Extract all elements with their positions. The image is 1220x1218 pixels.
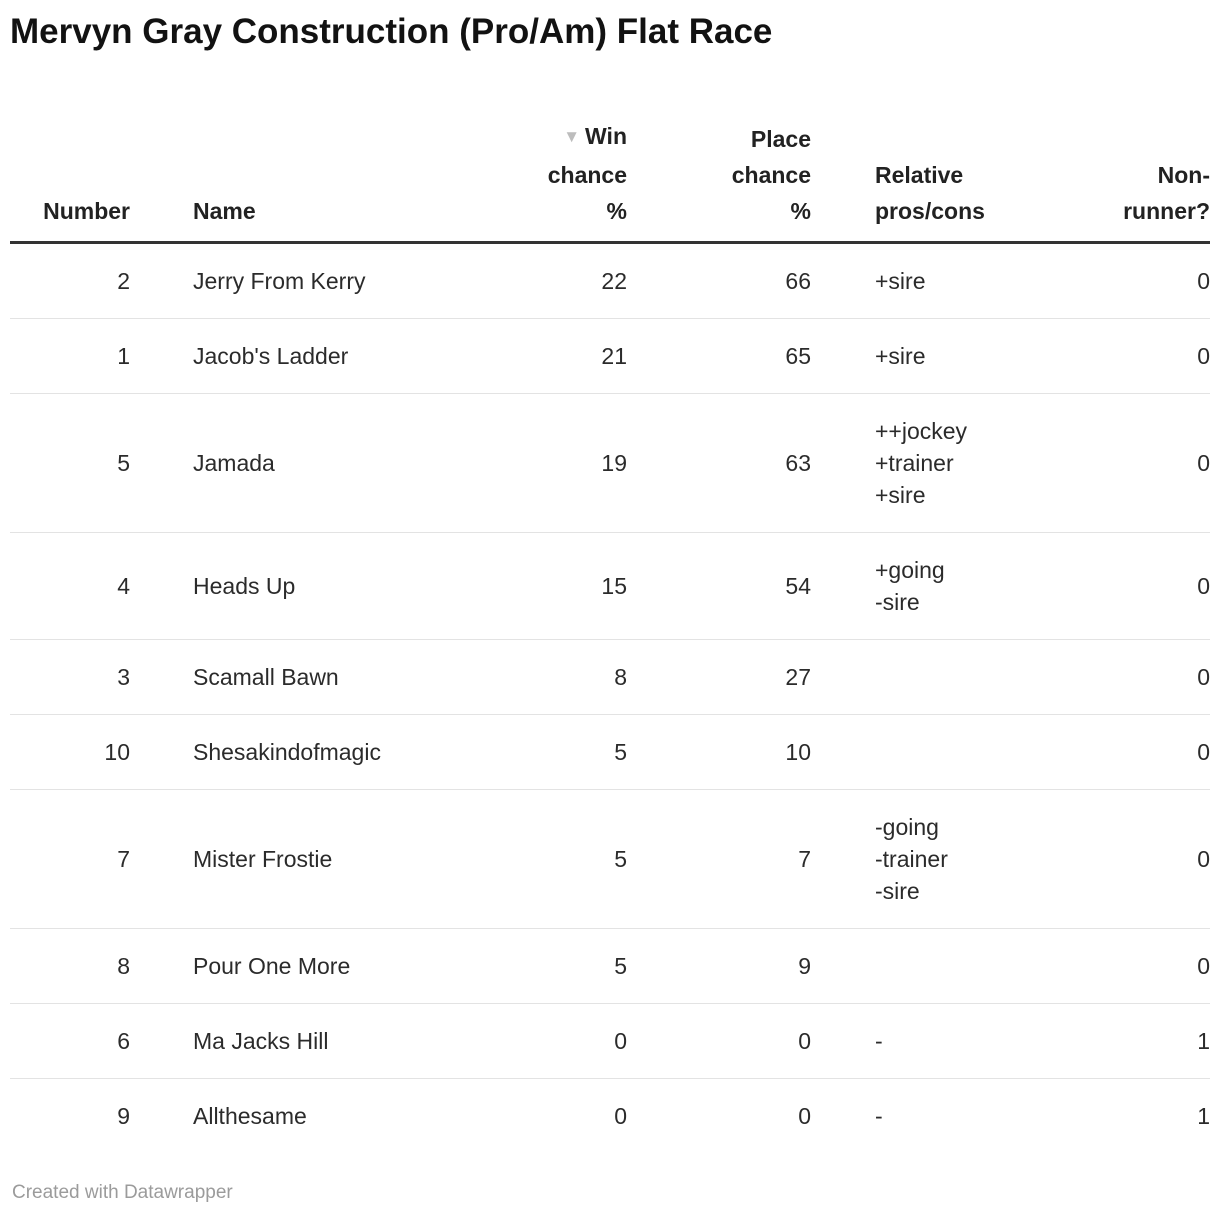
cell-win-chance: 5 xyxy=(490,714,627,790)
cell-number: 2 xyxy=(117,268,130,294)
cell-pros-cons xyxy=(811,639,1075,715)
table-row: 8 Pour One More 5 9 0 xyxy=(10,928,1210,1004)
cell-name: Heads Up xyxy=(130,532,490,640)
column-header-number[interactable]: Number xyxy=(10,54,130,244)
cell-win-chance: 5 xyxy=(490,928,627,1004)
cell-non-runner: 0 xyxy=(1075,318,1210,394)
table-row: 4 Heads Up 15 54 +going -sire 0 xyxy=(10,532,1210,640)
cell-pros-cons: ++jockey +trainer +sire xyxy=(811,393,1075,533)
page-title: Mervyn Gray Construction (Pro/Am) Flat R… xyxy=(10,12,773,51)
cell-name: Shesakindofmagic xyxy=(130,714,490,790)
cell-name: Ma Jacks Hill xyxy=(130,1003,490,1079)
cell-place-chance: 65 xyxy=(627,318,811,394)
cell-non-runner: 0 xyxy=(1075,928,1210,1004)
table-row: 2 Jerry From Kerry 22 66 +sire 0 xyxy=(10,243,1210,319)
cell-name: Allthesame xyxy=(130,1078,490,1153)
cell-pros-cons: - xyxy=(811,1003,1075,1079)
cell-pros-cons: +sire xyxy=(875,268,926,294)
column-header-win-chance[interactable]: ▼ Win chance % xyxy=(490,54,627,244)
cell-place-chance: 7 xyxy=(627,789,811,929)
cell-non-runner: 0 xyxy=(1075,639,1210,715)
cell-number: 6 xyxy=(10,1003,130,1079)
cell-win-chance: 0 xyxy=(490,1003,627,1079)
header-row: Number Name ▼ Win chance % Place chance %… xyxy=(10,54,1210,244)
cell-pros-cons: -going -trainer -sire xyxy=(811,789,1075,929)
column-header-place-chance[interactable]: Place chance % xyxy=(627,54,811,244)
cell-non-runner: 1 xyxy=(1075,1003,1210,1079)
cell-number: 3 xyxy=(10,639,130,715)
cell-name: Jacob's Ladder xyxy=(130,318,490,394)
cell-name: Scamall Bawn xyxy=(130,639,490,715)
cell-name: Pour One More xyxy=(130,928,490,1004)
cell-win-chance: 22 xyxy=(601,268,627,294)
table-row: 10 Shesakindofmagic 5 10 0 xyxy=(10,714,1210,790)
cell-number: 8 xyxy=(10,928,130,1004)
cell-number: 10 xyxy=(10,714,130,790)
cell-pros-cons: +going -sire xyxy=(811,532,1075,640)
cell-pros-cons: - xyxy=(811,1078,1075,1153)
table-row: 7 Mister Frostie 5 7 -going -trainer -si… xyxy=(10,789,1210,929)
cell-place-chance: 27 xyxy=(627,639,811,715)
cell-non-runner: 0 xyxy=(1197,268,1210,294)
cell-place-chance: 54 xyxy=(627,532,811,640)
sort-descending-icon: ▼ xyxy=(563,127,581,146)
table-row: 5 Jamada 19 63 ++jockey +trainer +sire 0 xyxy=(10,393,1210,533)
cell-non-runner: 1 xyxy=(1075,1078,1210,1153)
cell-place-chance: 9 xyxy=(627,928,811,1004)
cell-win-chance: 8 xyxy=(490,639,627,715)
cell-win-chance: 15 xyxy=(490,532,627,640)
cell-number: 9 xyxy=(10,1078,130,1153)
cell-pros-cons: +sire xyxy=(811,318,1075,394)
cell-number: 7 xyxy=(10,789,130,929)
cell-non-runner: 0 xyxy=(1075,714,1210,790)
cell-win-chance: 0 xyxy=(490,1078,627,1153)
cell-name: Mister Frostie xyxy=(130,789,490,929)
cell-place-chance: 66 xyxy=(785,268,811,294)
cell-pros-cons xyxy=(811,714,1075,790)
cell-win-chance: 19 xyxy=(490,393,627,533)
cell-number: 5 xyxy=(10,393,130,533)
cell-non-runner: 0 xyxy=(1075,393,1210,533)
column-header-non-runner[interactable]: Non- runner? xyxy=(1075,54,1210,244)
cell-non-runner: 0 xyxy=(1075,532,1210,640)
column-header-pros-cons[interactable]: Relative pros/cons xyxy=(811,54,1075,244)
cell-pros-cons xyxy=(811,928,1075,1004)
cell-win-chance: 5 xyxy=(490,789,627,929)
cell-number: 4 xyxy=(10,532,130,640)
cell-place-chance: 10 xyxy=(627,714,811,790)
cell-name: Jerry From Kerry xyxy=(193,268,366,294)
table-row: 1 Jacob's Ladder 21 65 +sire 0 xyxy=(10,318,1210,394)
column-header-name[interactable]: Name xyxy=(130,54,490,244)
cell-number: 1 xyxy=(10,318,130,394)
table-row: 9 Allthesame 0 0 - 1 xyxy=(10,1078,1210,1153)
cell-name: Jamada xyxy=(130,393,490,533)
cell-win-chance: 21 xyxy=(490,318,627,394)
table-row: 6 Ma Jacks Hill 0 0 - 1 xyxy=(10,1003,1210,1079)
race-table: Number Name ▼ Win chance % Place chance %… xyxy=(10,54,1210,1153)
cell-place-chance: 63 xyxy=(627,393,811,533)
cell-place-chance: 0 xyxy=(627,1003,811,1079)
cell-non-runner: 0 xyxy=(1075,789,1210,929)
datawrapper-credit-link[interactable]: Created with Datawrapper xyxy=(12,1182,233,1203)
table-row: 3 Scamall Bawn 8 27 0 xyxy=(10,639,1210,715)
cell-place-chance: 0 xyxy=(627,1078,811,1153)
